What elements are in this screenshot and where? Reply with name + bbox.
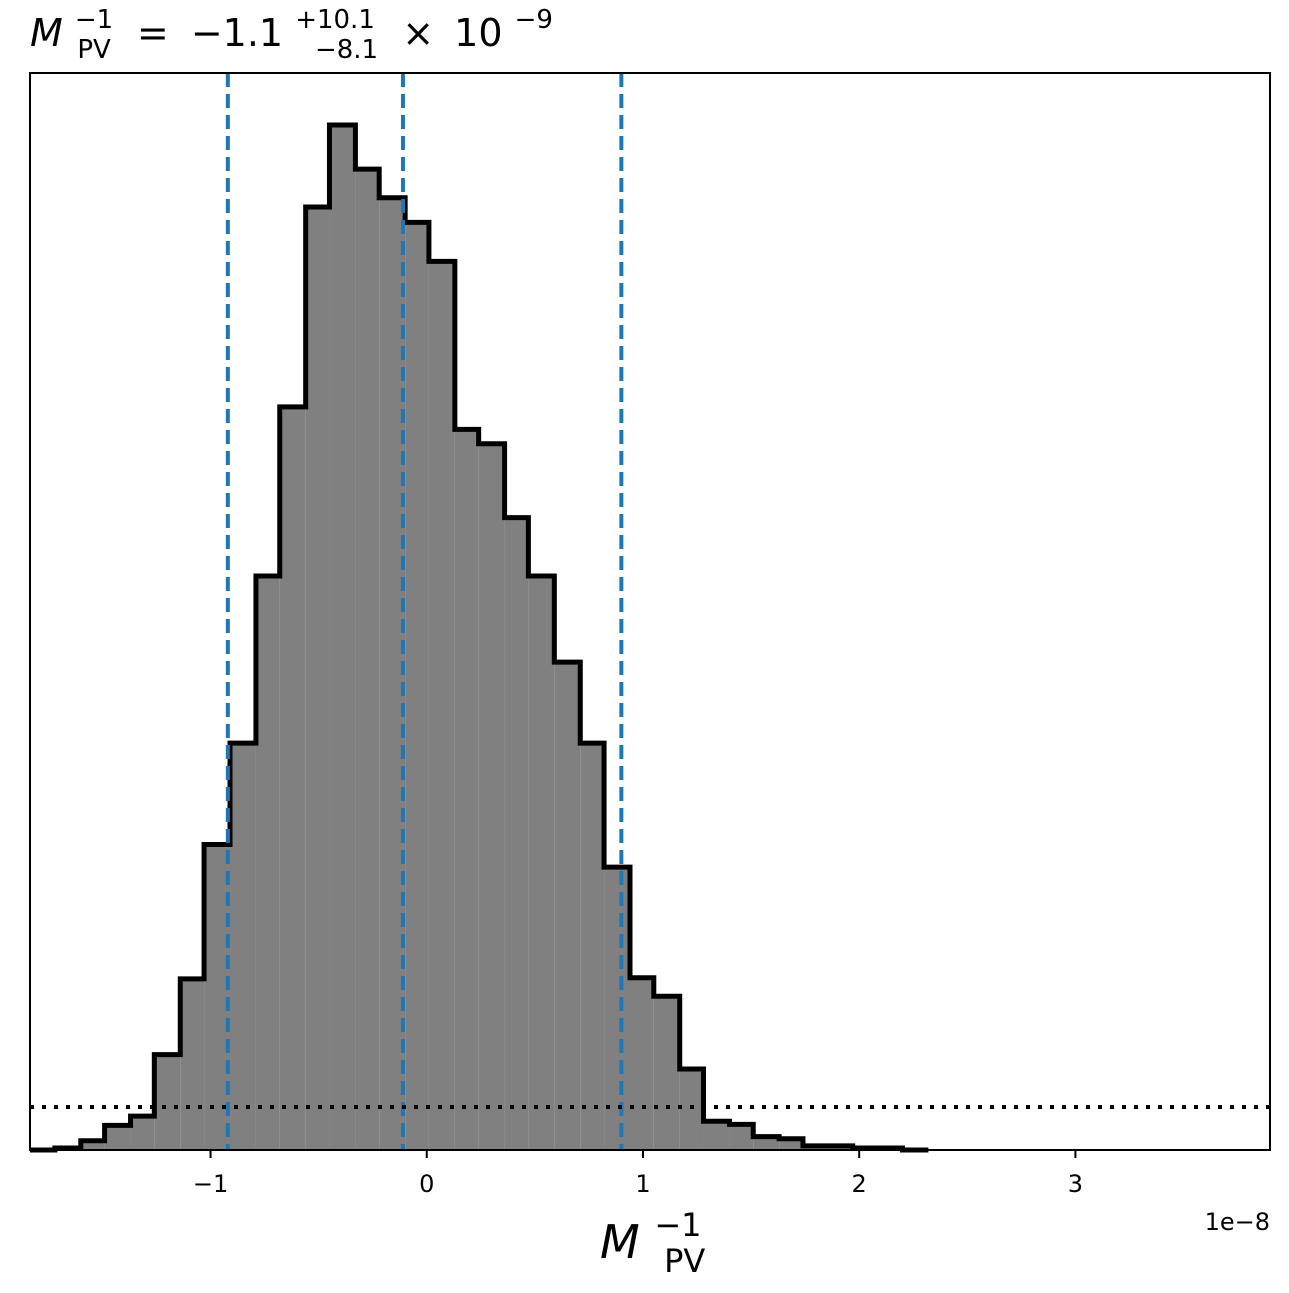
histogram-bar [679,1069,704,1150]
histogram-bar [428,261,455,1150]
histogram-bar [80,1140,105,1150]
histogram-bar [180,978,205,1150]
histogram-bar [154,1054,181,1150]
axes-frame [29,72,1271,1151]
x-axis: −1 0 1 2 3 [193,1150,1083,1198]
title-symbol: M [30,11,63,55]
title-exponent: −9 [515,5,553,35]
title-superscript: −1 [75,5,113,35]
title-plus: +10.1 [295,5,375,35]
title-subscript: PV [77,35,111,65]
histogram-bar [554,662,581,1150]
histogram-bar [204,844,230,1150]
histogram-bar [405,222,429,1150]
histogram-bar [305,207,330,1150]
x-tick-label: 1 [635,1170,650,1198]
histogram-bar [230,743,256,1150]
histogram-bar [255,576,280,1150]
histogram-bar [580,743,605,1150]
histogram-outline [30,122,929,1153]
title-median: −1.1 [191,11,283,55]
x-tick-label: 3 [1068,1170,1083,1198]
histogram-bar [653,996,680,1150]
x-tick-label: 2 [852,1170,867,1198]
x-tick-label: −1 [193,1170,228,1198]
histogram-bar [703,1121,730,1150]
histogram-bar [478,443,505,1150]
histogram-bar [504,517,529,1150]
chart-title: M −1 PV = −1.1 +10.1 −8.1 × 10 −9 [30,0,553,67]
histogram-bar [329,125,356,1150]
histogram-bar [379,197,406,1150]
histogram-bar [779,1138,803,1150]
histogram-bar [104,1125,131,1150]
xlabel-superscript: −1 [654,1206,701,1244]
xlabel-symbol: M [600,1215,640,1269]
title-times: × [402,11,434,55]
x-tick-label: 0 [419,1170,434,1198]
title-equals: = [137,11,169,55]
title-minus: −8.1 [315,35,378,65]
histogram-bar [729,1124,754,1150]
histogram-bar [454,429,479,1150]
histogram-bar [753,1136,780,1150]
title-base: 10 [454,11,502,55]
histogram-bar [130,1116,155,1150]
histogram-bar [528,576,555,1150]
x-offset-text: 1e−8 [1205,1208,1270,1236]
histogram-bar [630,977,654,1150]
histogram-bar [279,406,306,1150]
histogram-bar [604,867,630,1150]
xlabel-subscript: PV [664,1242,705,1280]
histogram-bar [355,169,380,1150]
x-axis-label: M −1 PV [600,1193,716,1280]
plot-area [30,73,1270,1153]
